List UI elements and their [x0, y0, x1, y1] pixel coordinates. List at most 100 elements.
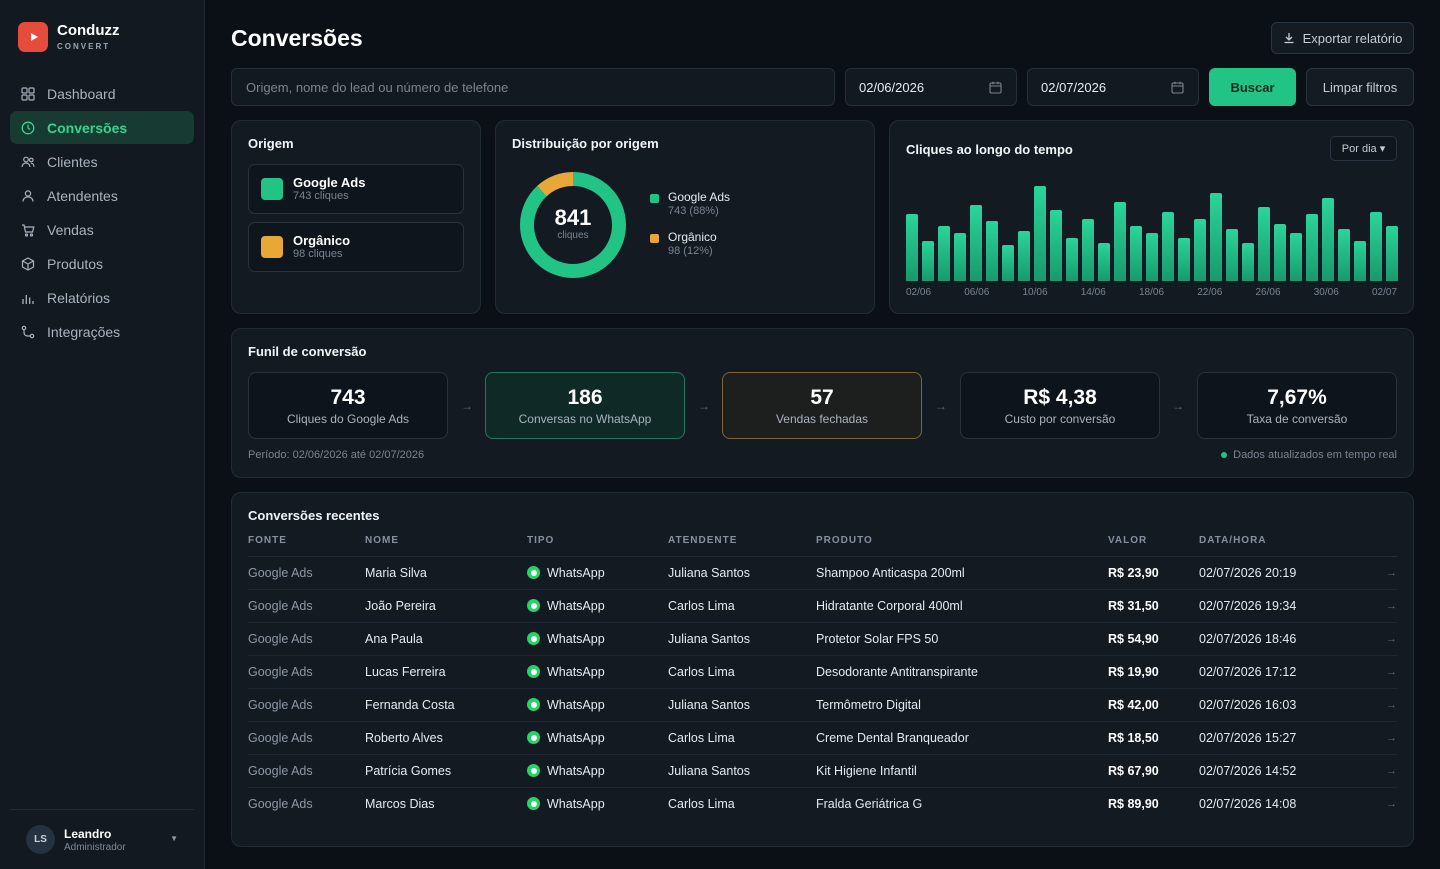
x-tick-label: 14/06 [1080, 287, 1106, 298]
calendar-icon[interactable] [1171, 81, 1184, 94]
column-header[interactable]: ATENDENTE [668, 535, 738, 546]
chart-bar[interactable] [1306, 214, 1318, 281]
sidebar-item-conversoes[interactable]: Conversões [10, 111, 194, 144]
cart-icon [21, 223, 35, 237]
chart-bar[interactable] [1386, 226, 1398, 281]
sidebar-nav: Dashboard Conversões Clientes Atendentes Ven… [10, 77, 194, 349]
chart-bar[interactable] [986, 221, 998, 281]
name-cell: Patrícia Gomes [365, 764, 452, 778]
table-row[interactable]: Google Ads Roberto Alves WhatsApp Carlos Li… [248, 722, 1397, 755]
period-dropdown[interactable]: Por dia ▾ [1330, 136, 1397, 161]
product-cell: Termômetro Digital [816, 698, 921, 712]
arrow-right-icon[interactable]: → [1386, 666, 1397, 678]
sidebar-item-relatorios[interactable]: Relatórios [10, 281, 194, 314]
export-button[interactable]: Exportar relatório [1271, 22, 1414, 54]
calendar-icon[interactable] [989, 81, 1002, 94]
datetime-cell: 02/07/2026 17:12 [1199, 665, 1297, 679]
sidebar-item-dashboard[interactable]: Dashboard [10, 77, 194, 110]
clear-filters-button[interactable]: Limpar filtros [1306, 68, 1414, 106]
table-row[interactable]: Google Ads Fernanda Costa WhatsApp Juliana … [248, 689, 1397, 722]
legend-name: Orgânico [668, 230, 717, 244]
origin-item-google-ads[interactable]: Google Ads 743 cliques [248, 164, 464, 214]
sidebar-item-atendentes[interactable]: Atendentes [10, 179, 194, 212]
chart-bar[interactable] [1338, 228, 1350, 281]
chart-bar[interactable] [1274, 223, 1286, 281]
chart-bar[interactable] [1082, 219, 1094, 281]
caret-down-icon: ▼ [170, 834, 178, 843]
chart-bar[interactable] [954, 233, 966, 281]
arrow-right-icon[interactable]: → [1386, 633, 1397, 645]
sidebar-item-vendas[interactable]: Vendas [10, 213, 194, 246]
chart-bar[interactable] [1242, 242, 1254, 281]
chart-bar[interactable] [1354, 240, 1366, 281]
arrow-right-icon[interactable]: → [1386, 567, 1397, 579]
table-row[interactable]: Google Ads Marcos Dias WhatsApp Carlos Lima… [248, 788, 1397, 821]
arrow-right-icon[interactable]: → [1386, 699, 1397, 711]
sidebar-item-integracoes[interactable]: Integrações [10, 315, 194, 348]
chart-bar[interactable] [1130, 226, 1142, 281]
funnel-value: 743 [330, 386, 366, 409]
column-header[interactable]: TIPO [527, 535, 555, 546]
chart-bar[interactable] [1050, 209, 1062, 281]
sidebar-item-clientes[interactable]: Clientes [10, 145, 194, 178]
origin-item-organico[interactable]: Orgânico 98 cliques [248, 222, 464, 272]
origin-clicks: 743 cliques [293, 189, 349, 202]
name-cell: Ana Paula [365, 632, 423, 646]
whatsapp-icon [527, 599, 540, 612]
column-header[interactable]: PRODUTO [816, 535, 873, 546]
chart-bar[interactable] [1002, 245, 1014, 281]
chart-bar[interactable] [922, 240, 934, 281]
table-row[interactable]: Google Ads Lucas Ferreira WhatsApp Carlos L… [248, 656, 1397, 689]
chart-bar[interactable] [1194, 219, 1206, 281]
funnel-value: 186 [567, 386, 603, 409]
agent-cell: Carlos Lima [668, 665, 735, 679]
table-row[interactable]: Google Ads Patrícia Gomes WhatsApp Juliana … [248, 755, 1397, 788]
x-tick-label: 02/06 [906, 287, 932, 298]
date-from-field[interactable]: 02/06/2026 [845, 68, 1017, 106]
chart-bar[interactable] [1370, 211, 1382, 281]
table-row[interactable]: Google Ads João Pereira WhatsApp Carlos Lim… [248, 590, 1397, 623]
funnel-title: Funil de conversão [248, 344, 367, 359]
user-menu[interactable]: LS Leandro Administrador ▼ [10, 809, 194, 869]
column-header[interactable]: DATA/HORA [1199, 535, 1267, 546]
search-button[interactable]: Buscar [1209, 68, 1296, 106]
funnel-card: Funil de conversão 743 Cliques do Google… [231, 328, 1414, 478]
type-cell: WhatsApp [527, 599, 605, 613]
chart-bar[interactable] [938, 226, 950, 281]
sidebar-item-produtos[interactable]: Produtos [10, 247, 194, 280]
bar-chart [906, 181, 1398, 281]
chart-bar[interactable] [970, 204, 982, 281]
source-cell: Google Ads [248, 731, 313, 745]
sidebar-item-label: Relatórios [47, 289, 111, 306]
datetime-cell: 02/07/2026 19:34 [1199, 599, 1297, 613]
chart-bar[interactable] [1034, 185, 1046, 281]
chart-bar[interactable] [1018, 231, 1030, 281]
table-row[interactable]: Google Ads Maria Silva WhatsApp Juliana San… [248, 557, 1397, 590]
chart-bar[interactable] [1226, 228, 1238, 281]
chart-bar[interactable] [1258, 207, 1270, 281]
chart-bar[interactable] [1178, 238, 1190, 281]
arrow-right-icon[interactable]: → [1386, 765, 1397, 777]
column-header[interactable]: NOME [365, 535, 399, 546]
value-cell: R$ 18,50 [1108, 731, 1159, 745]
arrow-right-icon[interactable]: → [1386, 600, 1397, 612]
date-to-field[interactable]: 02/07/2026 [1027, 68, 1199, 106]
chart-bar[interactable] [1114, 202, 1126, 281]
date-to-value: 02/07/2026 [1041, 79, 1107, 95]
column-header[interactable]: VALOR [1108, 535, 1148, 546]
chart-bar[interactable] [1162, 211, 1174, 281]
table-row[interactable]: Google Ads Ana Paula WhatsApp Juliana Santo… [248, 623, 1397, 656]
chart-bar[interactable] [1210, 192, 1222, 281]
chart-bar[interactable] [1322, 197, 1334, 281]
arrow-right-icon[interactable]: → [1386, 798, 1397, 810]
chart-bar[interactable] [1066, 238, 1078, 281]
chart-bar[interactable] [1146, 233, 1158, 281]
search-input[interactable] [231, 68, 835, 106]
column-header[interactable]: FONTE [248, 535, 287, 546]
chart-bar[interactable] [1290, 233, 1302, 281]
chart-bar[interactable] [1098, 242, 1110, 281]
brand-logo[interactable]: Conduzz CONVERT [18, 22, 119, 52]
arrow-right-icon[interactable]: → [1386, 732, 1397, 744]
legend-swatch [650, 234, 659, 243]
chart-bar[interactable] [906, 214, 918, 281]
